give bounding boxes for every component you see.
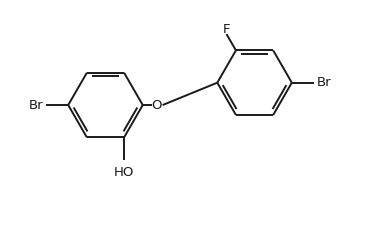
Text: Br: Br bbox=[317, 76, 331, 89]
Text: O: O bbox=[152, 99, 162, 112]
Text: Br: Br bbox=[29, 99, 43, 112]
Text: HO: HO bbox=[114, 166, 134, 179]
Text: F: F bbox=[223, 22, 230, 36]
